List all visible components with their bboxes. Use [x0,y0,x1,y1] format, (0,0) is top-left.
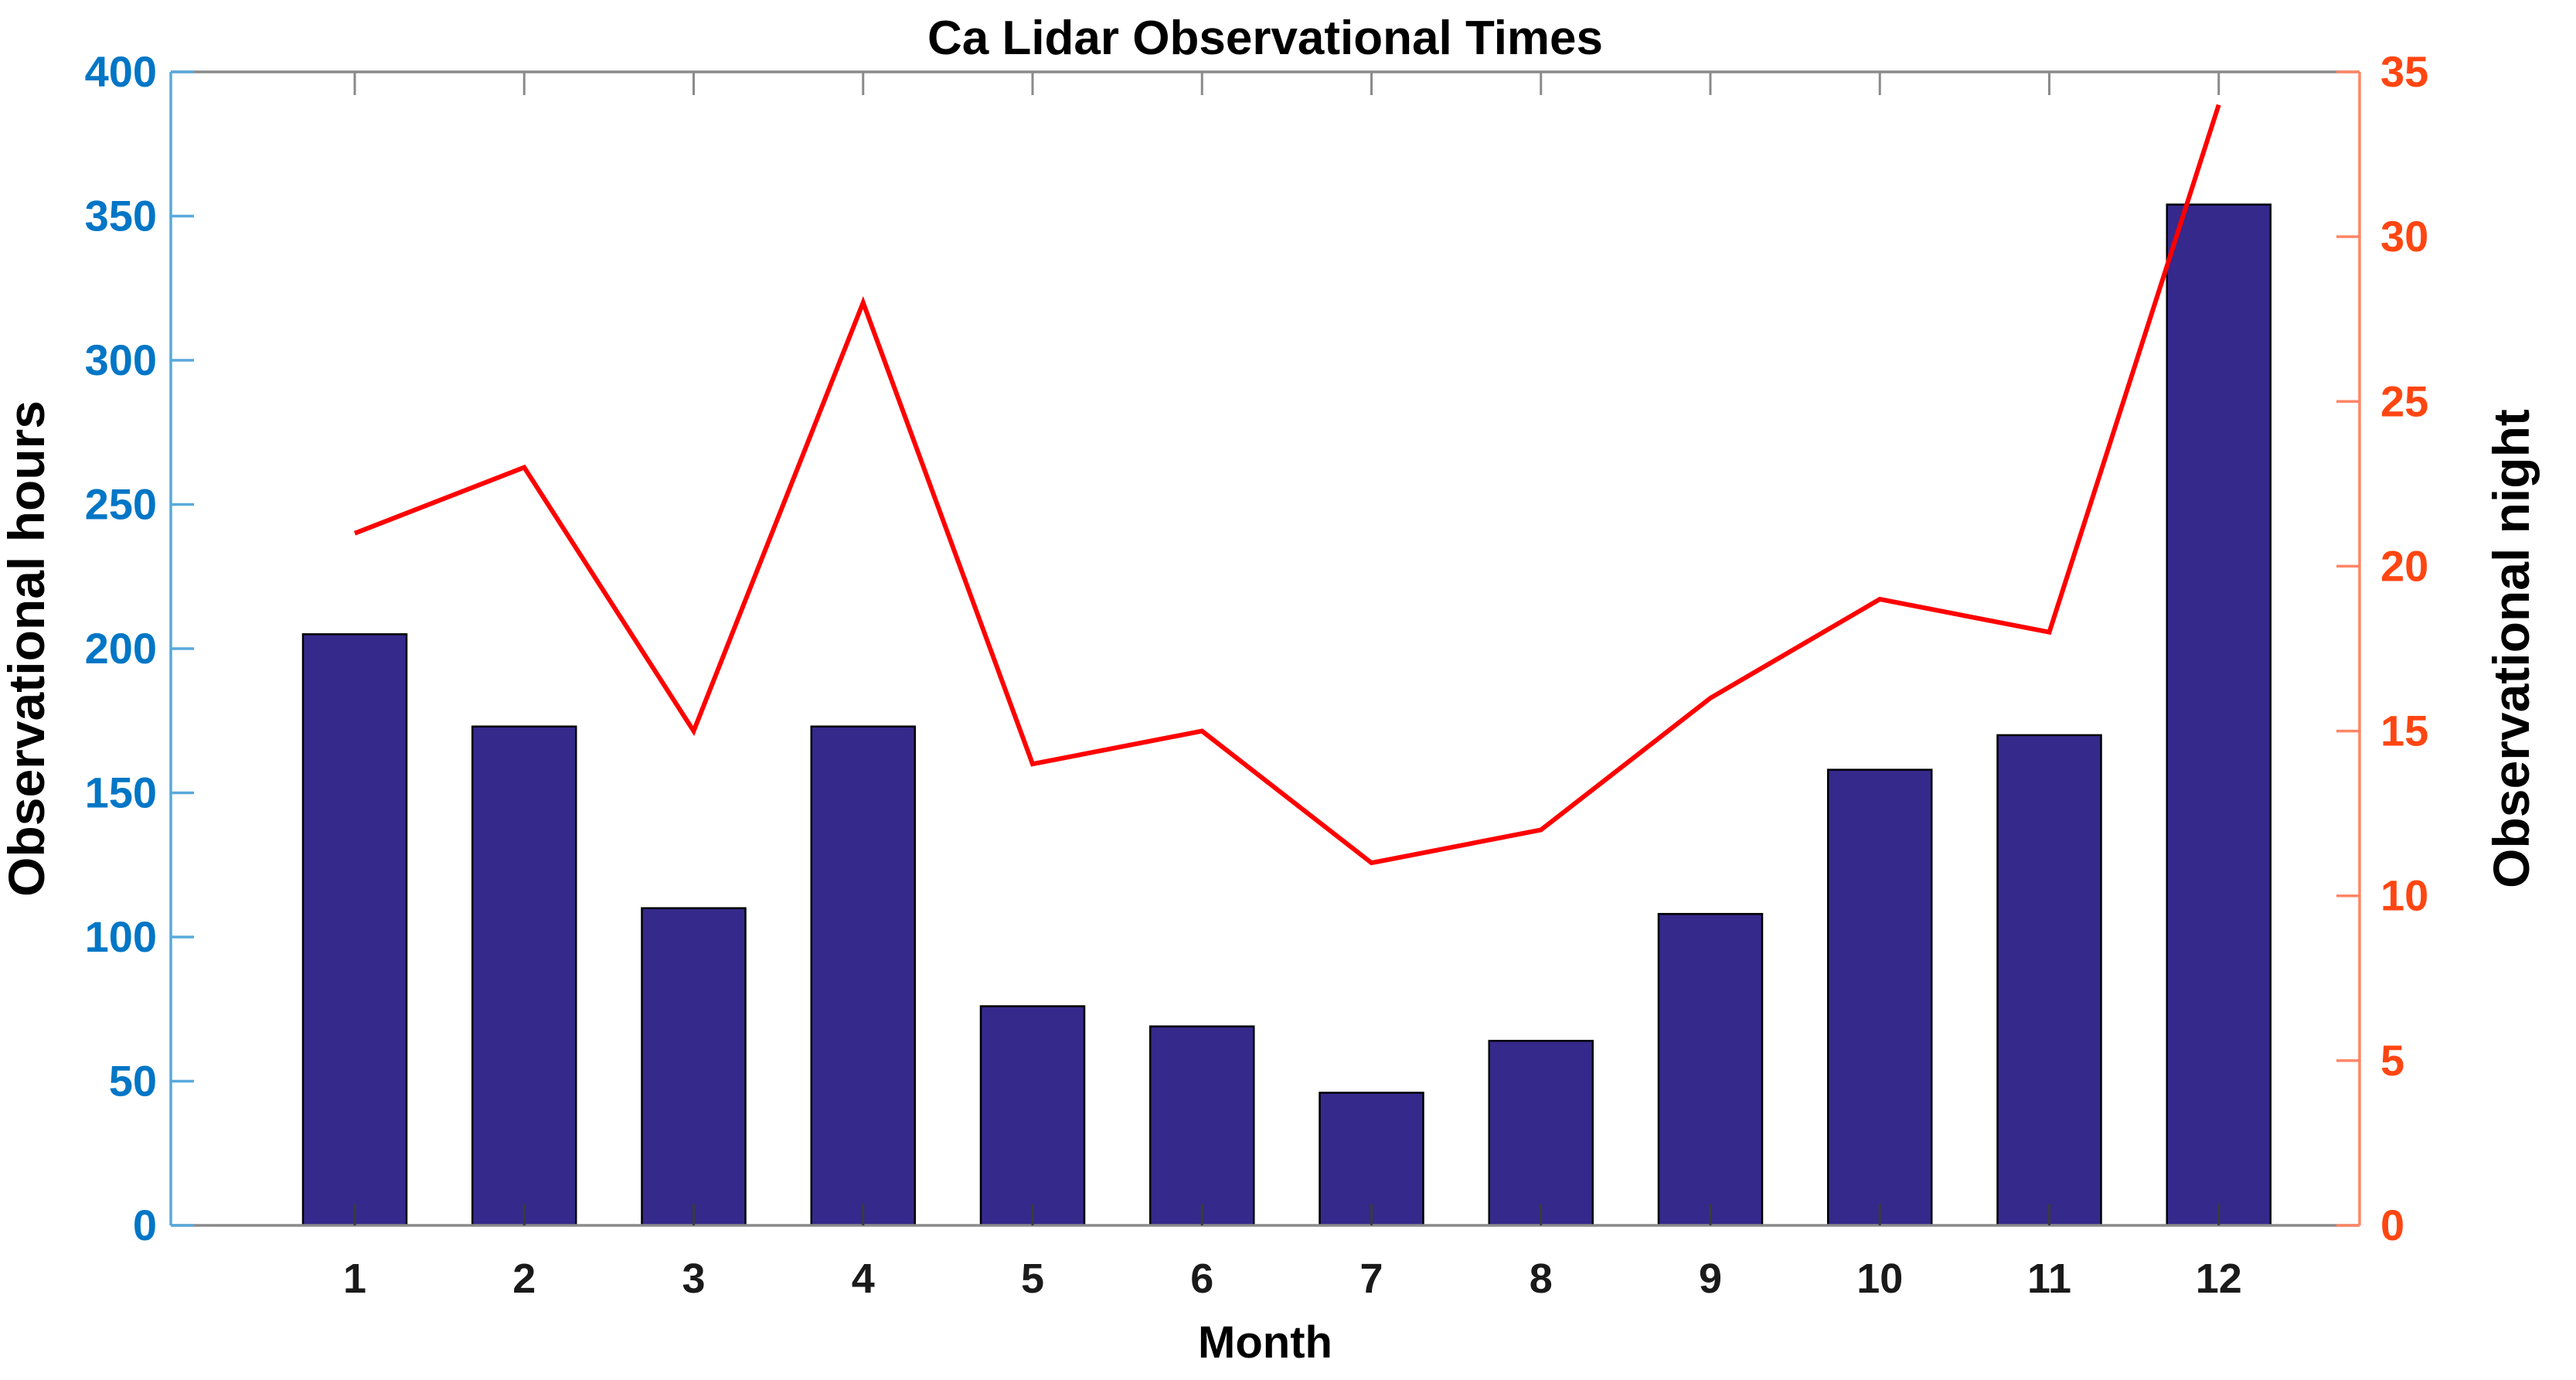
bar-month-6 [1149,1025,1255,1227]
right-tick-label: 35 [2380,47,2428,96]
bar-month-1 [301,633,408,1227]
bar-month-11 [1996,734,2102,1227]
x-tick-label: 11 [2027,1256,2071,1302]
left-tick-label: 150 [85,768,157,817]
bar-month-12 [2166,203,2271,1227]
x-tick-label: 5 [1021,1256,1044,1302]
right-tick-label: 10 [2380,871,2428,920]
left-tick-label: 350 [85,192,157,240]
bar-month-10 [1827,768,1933,1227]
x-tick-label: 12 [2196,1256,2242,1302]
left-tick-label: 200 [85,624,157,673]
x-tick-label: 1 [343,1256,366,1302]
right-tick-label: 5 [2380,1036,2404,1085]
right-tick-label: 20 [2380,541,2428,590]
bars-group [301,203,2271,1227]
x-tick-label: 4 [852,1256,875,1302]
x-tick-label: 10 [1856,1256,1903,1302]
left-tick-label: 250 [85,480,157,529]
left-tick-label: 0 [133,1201,157,1249]
x-tick-label: 6 [1190,1256,1213,1302]
left-tick-label: 400 [85,47,157,96]
chart-title: Ca Lidar Observational Times [927,12,1603,65]
right-tick-label: 15 [2380,707,2428,755]
bar-month-9 [1657,912,1764,1227]
bar-month-7 [1319,1092,1424,1227]
line-group [353,104,2221,866]
bar-month-5 [979,1005,1086,1227]
right-tick-label: 30 [2380,212,2428,261]
bar-month-4 [810,725,916,1227]
right-tick-label: 0 [2380,1201,2404,1249]
bar-month-3 [641,907,747,1227]
left-tick-label: 50 [109,1057,157,1106]
x-tick-label: 9 [1699,1256,1722,1302]
axes-group [169,70,2361,1227]
left-tick-label: 100 [85,912,157,961]
right-y-axis-label: Observational night [2482,409,2540,888]
left-tick-label: 300 [85,336,157,384]
x-tick-label: 3 [682,1256,705,1302]
bar-month-8 [1488,1040,1594,1227]
right-tick-label: 25 [2380,377,2428,425]
left-y-axis-label: Observational hours [0,400,55,897]
x-axis-label: Month [1198,1317,1332,1368]
night-line [353,104,2221,866]
x-tick-label: 7 [1359,1256,1383,1302]
x-tick-label: 8 [1530,1256,1553,1302]
bar-month-2 [471,725,577,1227]
x-tick-label: 2 [512,1256,536,1302]
